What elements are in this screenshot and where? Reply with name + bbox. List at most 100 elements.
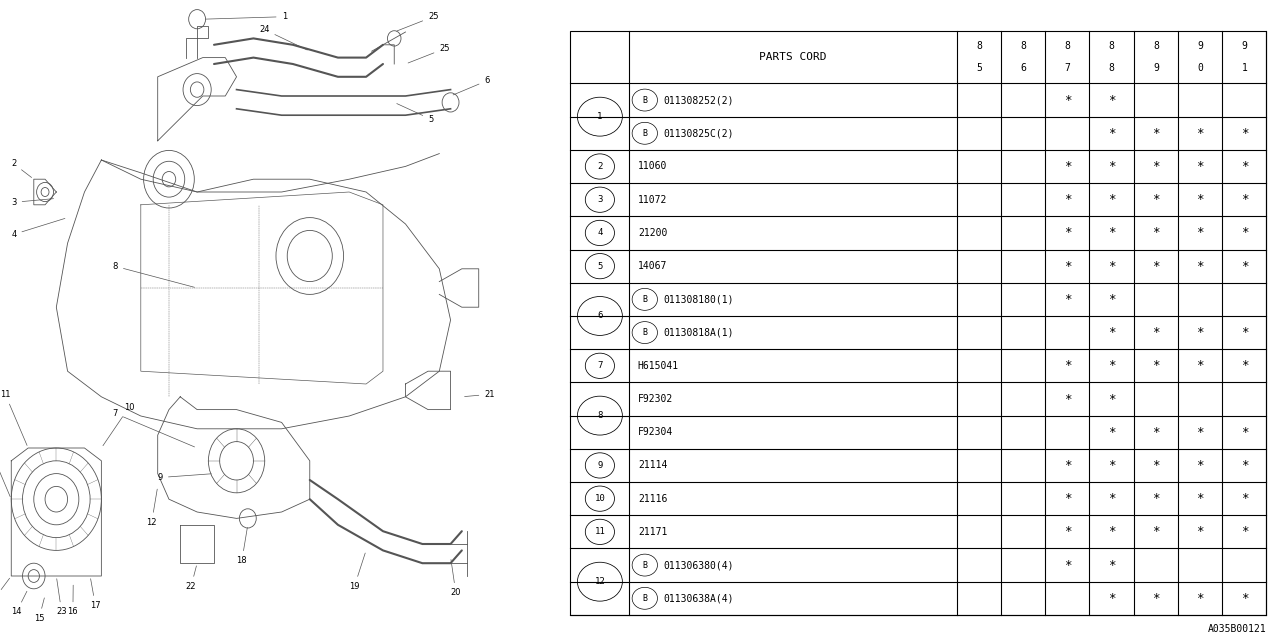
Text: 8: 8: [1020, 42, 1027, 51]
Text: B: B: [643, 594, 648, 603]
Text: *: *: [1108, 359, 1115, 372]
Text: 4: 4: [12, 218, 65, 239]
Text: *: *: [1064, 359, 1071, 372]
Text: *: *: [1240, 260, 1248, 273]
Text: *: *: [1240, 127, 1248, 140]
Text: *: *: [1152, 326, 1160, 339]
Text: *: *: [1064, 227, 1071, 239]
Text: *: *: [1197, 326, 1204, 339]
Text: *: *: [1108, 392, 1115, 406]
Text: *: *: [1064, 492, 1071, 505]
Text: *: *: [1108, 525, 1115, 538]
Text: 25: 25: [397, 12, 439, 31]
Text: *: *: [1197, 426, 1204, 439]
Text: *: *: [1240, 193, 1248, 206]
Text: *: *: [1108, 559, 1115, 572]
Text: *: *: [1197, 525, 1204, 538]
Text: B: B: [643, 129, 648, 138]
Text: *: *: [1152, 459, 1160, 472]
Text: 2: 2: [598, 162, 603, 171]
Text: *: *: [1152, 260, 1160, 273]
Text: *: *: [1152, 592, 1160, 605]
Text: *: *: [1064, 293, 1071, 306]
Text: F92304: F92304: [637, 428, 673, 437]
Text: 011306380(4): 011306380(4): [663, 560, 733, 570]
Text: 11060: 11060: [637, 161, 667, 172]
Text: 8: 8: [1065, 42, 1070, 51]
Text: *: *: [1064, 559, 1071, 572]
Text: *: *: [1108, 227, 1115, 239]
Text: 24: 24: [259, 25, 307, 50]
Text: 12: 12: [146, 489, 157, 527]
Text: *: *: [1240, 326, 1248, 339]
Text: *: *: [1197, 160, 1204, 173]
Text: *: *: [1152, 227, 1160, 239]
Text: 14067: 14067: [637, 261, 667, 271]
Text: *: *: [1108, 293, 1115, 306]
Text: *: *: [1064, 93, 1071, 107]
Text: 11072: 11072: [637, 195, 667, 205]
Text: 3: 3: [598, 195, 603, 204]
Text: 9: 9: [1242, 42, 1247, 51]
Text: 12: 12: [0, 454, 10, 497]
Text: 1: 1: [1242, 63, 1247, 74]
Text: 8: 8: [975, 42, 982, 51]
Text: 6: 6: [1020, 63, 1027, 74]
Text: *: *: [1108, 127, 1115, 140]
Text: *: *: [1064, 160, 1071, 173]
Text: 1: 1: [206, 12, 287, 21]
Text: *: *: [1064, 260, 1071, 273]
Text: *: *: [1197, 359, 1204, 372]
Text: B: B: [643, 328, 648, 337]
Text: 21116: 21116: [637, 493, 667, 504]
Text: B: B: [643, 95, 648, 104]
Text: *: *: [1108, 592, 1115, 605]
Text: 20: 20: [451, 559, 461, 597]
Text: 1: 1: [598, 112, 603, 121]
Text: 15: 15: [33, 598, 45, 623]
Text: *: *: [1240, 426, 1248, 439]
Text: 4: 4: [598, 228, 603, 237]
Text: *: *: [1240, 160, 1248, 173]
Text: 21: 21: [465, 390, 495, 399]
Text: *: *: [1108, 260, 1115, 273]
Text: *: *: [1197, 492, 1204, 505]
Text: 21200: 21200: [637, 228, 667, 238]
Text: 11: 11: [594, 527, 605, 536]
Text: 11: 11: [0, 390, 27, 445]
Text: 25: 25: [408, 44, 449, 63]
Text: *: *: [1240, 359, 1248, 372]
Text: *: *: [1064, 525, 1071, 538]
Text: *: *: [1197, 592, 1204, 605]
Text: 8: 8: [1108, 63, 1115, 74]
Text: B: B: [643, 561, 648, 570]
Text: *: *: [1240, 227, 1248, 239]
Text: 17: 17: [90, 579, 101, 610]
Text: *: *: [1152, 359, 1160, 372]
Text: 13: 13: [0, 578, 10, 604]
Text: 8: 8: [113, 262, 195, 287]
Text: *: *: [1064, 459, 1071, 472]
Text: *: *: [1197, 260, 1204, 273]
Text: *: *: [1240, 492, 1248, 505]
Text: 22: 22: [186, 566, 196, 591]
Text: B: B: [643, 295, 648, 304]
Text: 011308180(1): 011308180(1): [663, 294, 733, 305]
Text: *: *: [1152, 525, 1160, 538]
Text: A035B00121: A035B00121: [1208, 624, 1266, 634]
Text: *: *: [1152, 160, 1160, 173]
Text: 19: 19: [349, 553, 365, 591]
Text: 16: 16: [68, 585, 78, 616]
Text: 011308252(2): 011308252(2): [663, 95, 733, 105]
Text: 01130638A(4): 01130638A(4): [663, 593, 733, 604]
Text: 23: 23: [56, 579, 67, 616]
Text: 0: 0: [1197, 63, 1203, 74]
Text: *: *: [1197, 227, 1204, 239]
Text: *: *: [1152, 127, 1160, 140]
Text: 8: 8: [1153, 42, 1158, 51]
Text: 9: 9: [157, 473, 211, 482]
Text: 12: 12: [594, 577, 605, 586]
Text: *: *: [1152, 426, 1160, 439]
Text: *: *: [1197, 193, 1204, 206]
Text: 10: 10: [594, 494, 605, 503]
